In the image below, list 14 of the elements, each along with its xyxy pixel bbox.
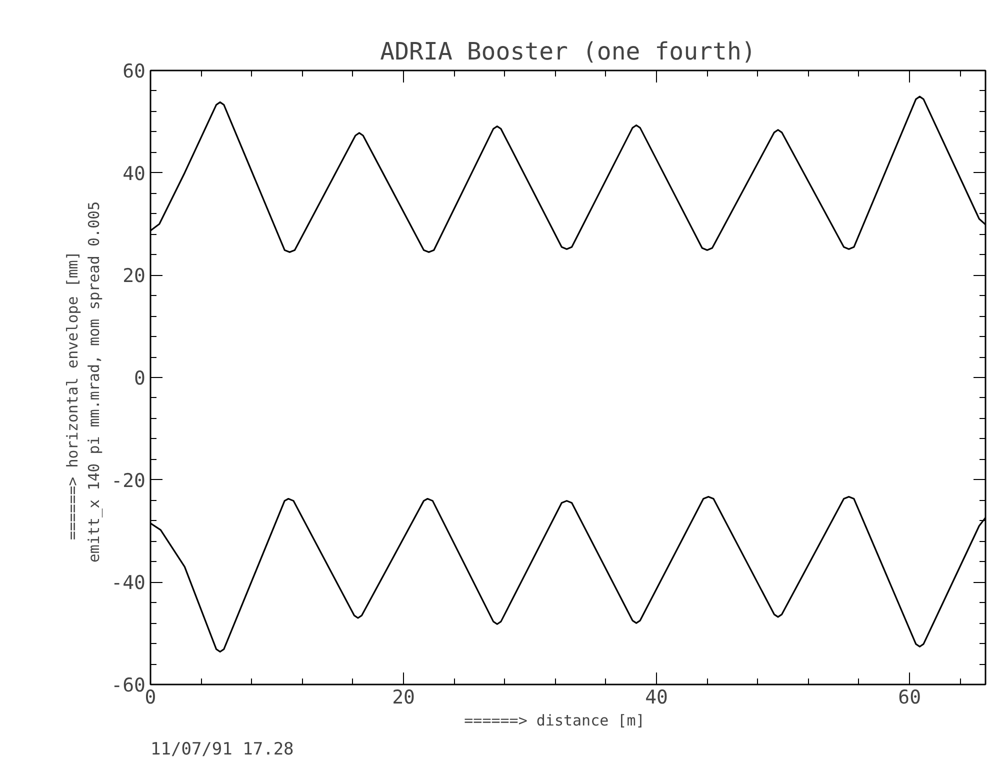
y-tick-label: 60 bbox=[122, 60, 146, 82]
y-tick-label: -60 bbox=[111, 674, 146, 696]
y-tick-label: 0 bbox=[134, 368, 146, 390]
x-axis-title: ======> distance [m] bbox=[464, 712, 645, 730]
text: 11/07/91 17.28 bbox=[150, 740, 294, 760]
x-tick-label: 40 bbox=[645, 686, 668, 708]
y-tick-label: 40 bbox=[122, 162, 146, 185]
chart-title: ADRIA Booster (one fourth) bbox=[380, 38, 756, 66]
y-tick-label: -20 bbox=[111, 470, 146, 492]
y-axis-title: ======> horizontal envelope [mm] emitt_x 140 pi mm.mrad, mom spread 0.005 bbox=[64, 201, 104, 563]
y-tick-label: 20 bbox=[122, 265, 146, 288]
y-tick-label: -40 bbox=[111, 572, 146, 594]
x-tick-label: 20 bbox=[392, 686, 415, 708]
x-tick-label: 60 bbox=[898, 686, 922, 708]
